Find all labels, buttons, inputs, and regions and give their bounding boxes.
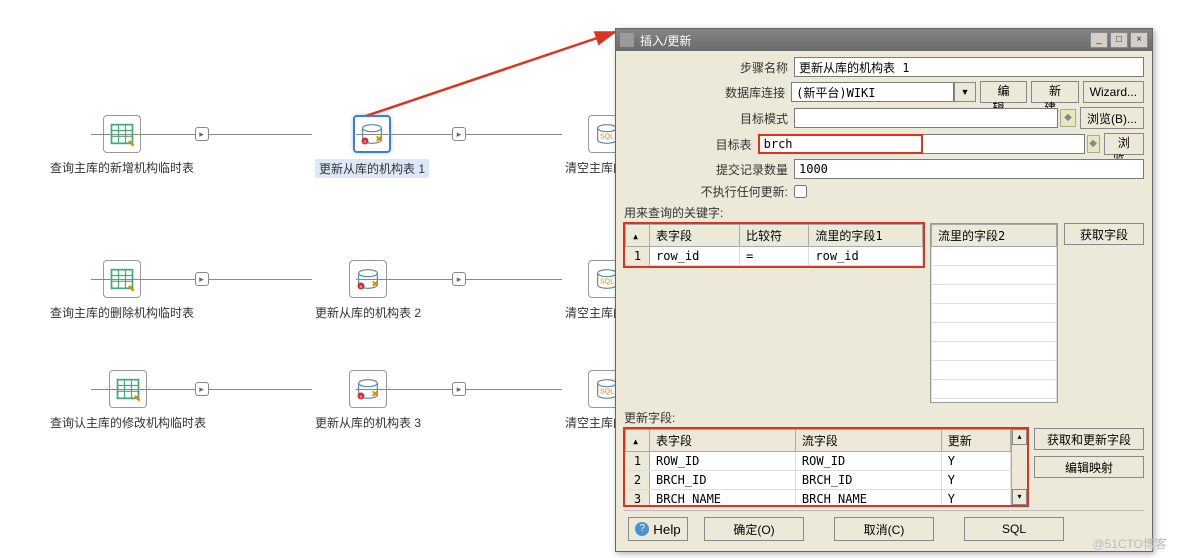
- browse-table-button[interactable]: 浏览...: [1104, 133, 1144, 155]
- update-grid[interactable]: ▴ 表字段 流字段 更新 1ROW_IDROW_IDY2BRCH_IDBRCH_…: [625, 429, 1011, 506]
- connection-label: 数据库连接: [624, 84, 791, 101]
- step-label: 更新从库的机构表 3: [315, 414, 421, 431]
- wizard-button[interactable]: Wizard...: [1083, 81, 1144, 103]
- keys-grid-highlight: ▴ 表字段 比较符 流里的字段1 1row_id=row_id2BRCH_ID=…: [624, 223, 924, 267]
- no-update-checkbox[interactable]: [794, 185, 807, 198]
- scroll-down-button[interactable]: ▾: [1012, 489, 1027, 505]
- help-button[interactable]: ? Help: [628, 517, 688, 541]
- edit-button[interactable]: 编辑...: [980, 81, 1027, 103]
- keys-section-label: 用来查询的关键字:: [624, 204, 1144, 221]
- svg-text:×: ×: [359, 284, 362, 290]
- update-col-1[interactable]: 表字段: [650, 430, 796, 452]
- svg-text:SQL: SQL: [600, 389, 614, 396]
- update-grid-scrollbar[interactable]: ▴ ▾: [1011, 429, 1027, 505]
- connection-dropdown[interactable]: ▼: [954, 82, 976, 102]
- svg-text:×: ×: [359, 394, 362, 400]
- step-node-n8[interactable]: × 更新从库的机构表 3: [315, 370, 421, 431]
- hop-icon: ▸: [452, 127, 466, 141]
- keys-grid-full[interactable]: 流里的字段2: [930, 223, 1058, 403]
- watermark: @51CTO博客: [1092, 535, 1167, 552]
- update-col-2[interactable]: 流字段: [795, 430, 941, 452]
- get-fields-button[interactable]: 获取字段: [1064, 223, 1144, 245]
- close-button[interactable]: ×: [1130, 32, 1148, 48]
- connection-input[interactable]: [791, 82, 954, 102]
- step-label: 查询认主库的修改机构临时表: [50, 414, 206, 431]
- keys-col-3[interactable]: 流里的字段1: [809, 225, 923, 247]
- update-col-3[interactable]: 更新: [941, 430, 1010, 452]
- commit-size-input[interactable]: [794, 159, 1144, 179]
- target-schema-label: 目标模式: [624, 110, 794, 127]
- target-schema-input[interactable]: [794, 108, 1058, 128]
- keys-row[interactable]: 2BRCH_ID=BRCH_ID: [626, 266, 923, 268]
- step-name-label: 步骤名称: [624, 59, 794, 76]
- target-table-label: 目标表: [624, 136, 758, 153]
- hop-icon: ▸: [452, 382, 466, 396]
- keys-col-1[interactable]: 表字段: [650, 225, 740, 247]
- target-table-input[interactable]: [758, 134, 923, 154]
- edit-mapping-button[interactable]: 编辑映射: [1034, 456, 1144, 478]
- step-node-n4[interactable]: 查询主库的删除机构临时表: [50, 260, 194, 321]
- hop-icon: ▸: [195, 127, 209, 141]
- step-name-input[interactable]: [794, 57, 1144, 77]
- minimize-button[interactable]: _: [1090, 32, 1108, 48]
- help-icon: ?: [635, 522, 649, 536]
- hop-icon: ▸: [195, 272, 209, 286]
- table-var-icon[interactable]: ◆: [1087, 135, 1100, 153]
- svg-text:SQL: SQL: [600, 279, 614, 286]
- step-node-n2[interactable]: × 更新从库的机构表 1: [315, 115, 429, 178]
- ok-button[interactable]: 确定(O): [704, 517, 804, 541]
- svg-text:×: ×: [363, 139, 366, 145]
- browse-schema-button[interactable]: 浏览(B)...: [1080, 107, 1144, 129]
- update-row[interactable]: 2BRCH_IDBRCH_IDY: [626, 471, 1011, 490]
- get-update-fields-button[interactable]: 获取和更新字段: [1034, 428, 1144, 450]
- insert-update-dialog: 插入/更新 _ □ × 步骤名称 数据库连接 ▼ 编辑... 新建... Wiz…: [615, 28, 1153, 552]
- commit-size-label: 提交记录数量: [624, 161, 794, 178]
- update-grid-corner: ▴: [626, 430, 650, 452]
- new-button[interactable]: 新建...: [1031, 81, 1078, 103]
- keys-col-2[interactable]: 比较符: [740, 225, 809, 247]
- keys-grid-corner: ▴: [626, 225, 650, 247]
- step-node-n1[interactable]: 查询主库的新增机构临时表: [50, 115, 194, 176]
- cancel-button[interactable]: 取消(C): [834, 517, 934, 541]
- maximize-button[interactable]: □: [1110, 32, 1128, 48]
- keys-col-4[interactable]: 流里的字段2: [932, 225, 1057, 247]
- update-row[interactable]: 3BRCH_NAMEBRCH_NAMEY: [626, 490, 1011, 507]
- keys-grid[interactable]: ▴ 表字段 比较符 流里的字段1 1row_id=row_id2BRCH_ID=…: [625, 224, 923, 267]
- svg-text:SQL: SQL: [600, 134, 614, 141]
- step-label: 查询主库的新增机构临时表: [50, 159, 194, 176]
- dialog-title: 插入/更新: [640, 32, 691, 49]
- step-node-n7[interactable]: 查询认主库的修改机构临时表: [50, 370, 206, 431]
- annotation-arrow: [360, 30, 620, 120]
- update-grid-wrap: ▴ 表字段 流字段 更新 1ROW_IDROW_IDY2BRCH_IDBRCH_…: [624, 428, 1028, 506]
- help-wrap: ? Help: [628, 517, 688, 541]
- step-label: 查询主库的删除机构临时表: [50, 304, 194, 321]
- schema-var-icon[interactable]: ◆: [1060, 109, 1076, 127]
- hop-icon: ▸: [452, 272, 466, 286]
- step-label: 更新从库的机构表 2: [315, 304, 421, 321]
- dialog-icon: [620, 33, 634, 47]
- sql-button[interactable]: SQL: [964, 517, 1064, 541]
- step-node-n5[interactable]: × 更新从库的机构表 2: [315, 260, 421, 321]
- update-section-label: 更新字段:: [624, 409, 1144, 426]
- keys-row[interactable]: 1row_id=row_id: [626, 247, 923, 266]
- update-row[interactable]: 1ROW_IDROW_IDY: [626, 452, 1011, 471]
- hop-icon: ▸: [195, 382, 209, 396]
- scroll-up-button[interactable]: ▴: [1012, 429, 1027, 445]
- step-label: 更新从库的机构表 1: [315, 159, 429, 178]
- target-table-input-ext[interactable]: [923, 134, 1085, 154]
- no-update-label: 不执行任何更新:: [624, 183, 794, 200]
- dialog-titlebar[interactable]: 插入/更新 _ □ ×: [616, 29, 1152, 51]
